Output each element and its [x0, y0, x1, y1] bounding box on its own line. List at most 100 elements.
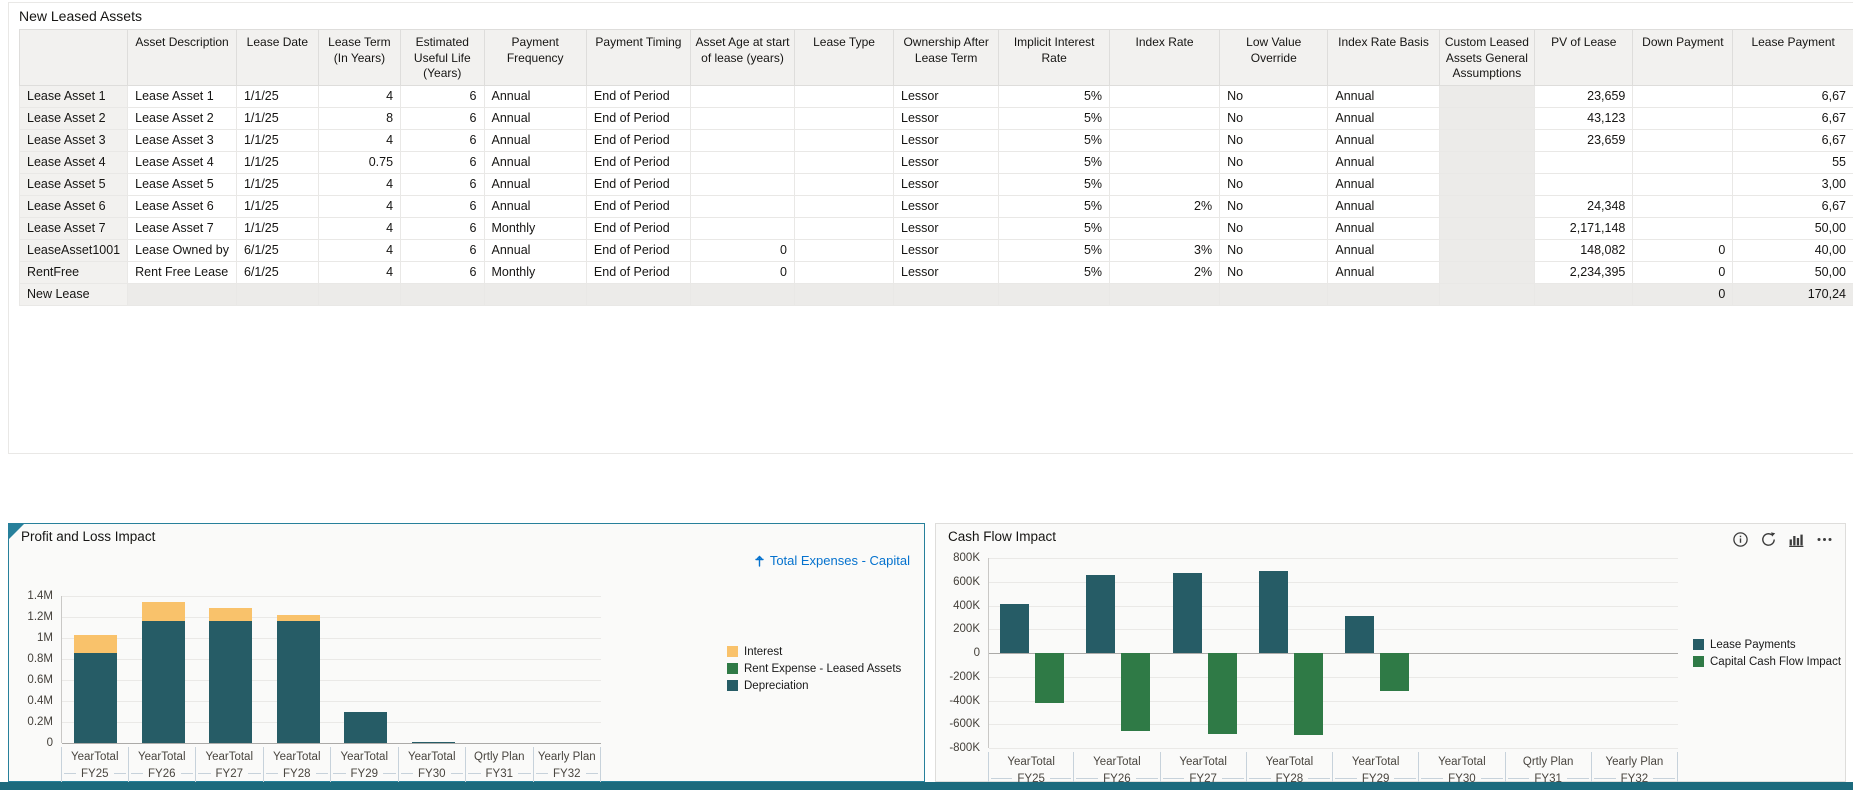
bar-segment[interactable] — [1000, 604, 1030, 653]
grid-cell[interactable] — [1632, 172, 1734, 196]
grid-cell[interactable]: Lease Asset 7 — [127, 216, 237, 240]
grid-cell[interactable]: 0.75 — [317, 150, 402, 174]
grid-cell[interactable]: End of Period — [585, 238, 692, 262]
grid-cell[interactable]: Annual — [483, 128, 587, 152]
grid-cell[interactable]: No — [1219, 260, 1329, 284]
grid-cell[interactable] — [1632, 106, 1734, 130]
grid-cell[interactable]: Annual — [1327, 260, 1440, 284]
grid-cell[interactable]: No — [1219, 216, 1329, 240]
grid-cell[interactable]: 5% — [998, 260, 1111, 284]
info-icon[interactable] — [1732, 531, 1749, 548]
grid-cell[interactable]: 148,082 — [1534, 238, 1634, 262]
grid-cell[interactable]: 1/1/25 — [235, 216, 319, 240]
grid-cell[interactable]: 2% — [1109, 260, 1221, 284]
bar-segment[interactable] — [74, 634, 117, 653]
grid-cell[interactable]: Annual — [1327, 84, 1440, 108]
bar-segment[interactable] — [276, 614, 320, 622]
grid-cell[interactable]: 55 — [1732, 150, 1853, 174]
grid-cell[interactable]: Lease Asset 6 — [127, 194, 237, 218]
grid-cell[interactable]: 3% — [1109, 238, 1221, 262]
grid-cell[interactable]: Annual — [483, 172, 587, 196]
grid-cell[interactable]: Lease Asset 4 — [127, 150, 237, 174]
grid-cell[interactable]: End of Period — [585, 150, 692, 174]
total-expenses-capital-link[interactable]: Total Expenses - Capital — [754, 553, 910, 568]
profit-and-loss-panel[interactable]: Profit and Loss Impact Total Expenses - … — [8, 523, 925, 782]
grid-cell[interactable]: Annual — [483, 106, 587, 130]
bar-segment[interactable] — [1380, 653, 1410, 691]
grid-cell[interactable]: 1/1/25 — [235, 194, 319, 218]
grid-cell[interactable]: Annual — [483, 194, 587, 218]
grid-cell[interactable]: 6 — [400, 106, 485, 130]
grid-cell[interactable]: 5% — [998, 84, 1111, 108]
legend-item[interactable]: Depreciation — [727, 677, 901, 694]
grid-cell[interactable]: 5% — [998, 238, 1111, 262]
grid-cell[interactable] — [1109, 172, 1221, 196]
bar-segment[interactable] — [276, 621, 320, 743]
grid-cell[interactable]: 6 — [400, 84, 485, 108]
legend-item[interactable]: Rent Expense - Leased Assets — [727, 660, 901, 677]
bar-segment[interactable] — [1293, 653, 1323, 735]
grid-cell[interactable]: 6 — [400, 172, 485, 196]
grid-cell[interactable]: End of Period — [585, 216, 692, 240]
grid-cell[interactable]: 5% — [998, 194, 1111, 218]
grid-cell[interactable]: No — [1219, 106, 1329, 130]
grid-cell[interactable]: 4 — [317, 84, 402, 108]
grid-cell[interactable] — [690, 84, 795, 108]
grid-cell[interactable]: Annual — [483, 84, 587, 108]
bar-segment[interactable] — [74, 652, 117, 743]
more-icon[interactable] — [1816, 531, 1833, 548]
grid-cell[interactable] — [793, 238, 895, 262]
grid-cell[interactable]: Monthly — [483, 216, 587, 240]
grid-cell[interactable] — [1109, 106, 1221, 130]
grid-cell[interactable]: 5% — [998, 172, 1111, 196]
grid-cell[interactable]: 23,659 — [1534, 128, 1634, 152]
grid-cell[interactable]: Rent Free Lease — [127, 260, 237, 284]
grid-cell[interactable]: No — [1219, 84, 1329, 108]
grid-cell[interactable]: 5% — [998, 106, 1111, 130]
grid-cell[interactable]: 23,659 — [1534, 84, 1634, 108]
grid-cell[interactable]: 5% — [998, 128, 1111, 152]
grid-cell[interactable]: Lessor — [893, 172, 1000, 196]
grid-cell[interactable]: Lessor — [893, 260, 1000, 284]
grid-cell[interactable]: 0 — [1632, 260, 1734, 284]
grid-cell[interactable]: No — [1219, 150, 1329, 174]
grid-cell[interactable] — [793, 106, 895, 130]
cash-flow-panel[interactable]: Cash Flow Impact — [935, 523, 1846, 787]
grid-cell[interactable] — [1632, 128, 1734, 152]
grid-cell[interactable]: 50,00 — [1732, 216, 1853, 240]
grid-cell[interactable]: 5% — [998, 150, 1111, 174]
grid-cell[interactable] — [793, 260, 895, 284]
grid-cell[interactable]: 6,67 — [1732, 106, 1853, 130]
grid-cell[interactable]: 6,67 — [1732, 84, 1853, 108]
grid-cell[interactable] — [1109, 150, 1221, 174]
legend-item[interactable]: Capital Cash Flow Impact — [1693, 653, 1841, 670]
grid-cell[interactable]: 1/1/25 — [235, 106, 319, 130]
grid-cell[interactable] — [1632, 216, 1734, 240]
grid-cell[interactable]: Annual — [1327, 238, 1440, 262]
bar-segment[interactable] — [209, 621, 252, 743]
grid-cell[interactable]: Lease Owned by — [127, 238, 237, 262]
grid-cell[interactable]: 1/1/25 — [235, 150, 319, 174]
grid-cell[interactable]: 6 — [400, 150, 485, 174]
grid-cell[interactable]: No — [1219, 172, 1329, 196]
grid-cell[interactable]: 43,123 — [1534, 106, 1634, 130]
grid-cell[interactable] — [1632, 84, 1734, 108]
grid-cell[interactable]: End of Period — [585, 84, 692, 108]
bar-segment[interactable] — [411, 741, 455, 743]
grid-cell[interactable]: Lease Asset 3 — [127, 128, 237, 152]
grid-cell[interactable]: Lease Asset 2 — [127, 106, 237, 130]
grid-cell[interactable]: 6,67 — [1732, 128, 1853, 152]
grid-cell[interactable] — [690, 172, 795, 196]
grid-cell[interactable]: 4 — [317, 194, 402, 218]
grid-cell[interactable] — [793, 194, 895, 218]
grid-cell[interactable] — [793, 216, 895, 240]
grid-cell[interactable]: No — [1219, 238, 1329, 262]
grid-cell[interactable] — [1534, 150, 1634, 174]
grid-cell[interactable]: 6 — [400, 238, 485, 262]
grid-cell[interactable]: 24,348 — [1534, 194, 1634, 218]
grid-cell[interactable] — [690, 150, 795, 174]
grid-cell[interactable]: Annual — [483, 150, 587, 174]
bar-segment[interactable] — [209, 607, 252, 622]
grid-cell[interactable]: No — [1219, 128, 1329, 152]
grid-cell[interactable]: Annual — [1327, 128, 1440, 152]
